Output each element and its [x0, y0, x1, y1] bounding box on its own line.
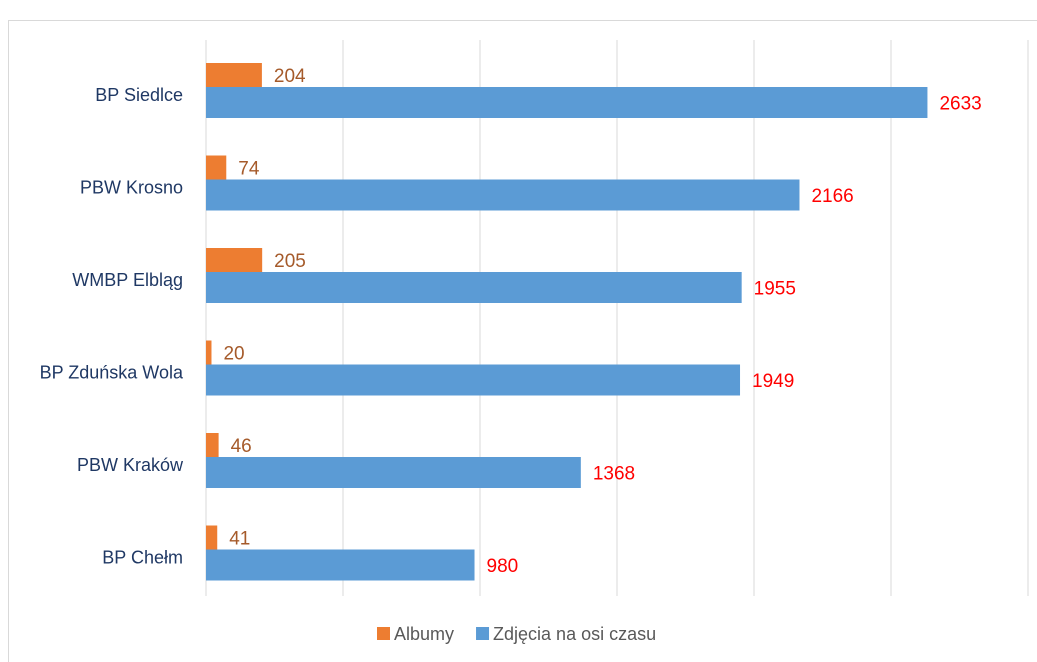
legend-swatch	[377, 627, 390, 640]
data-label: 2633	[939, 94, 981, 115]
category-label: BP Zduńska Wola	[40, 363, 184, 383]
gridlines	[205, 40, 1029, 596]
data-label: 204	[274, 66, 306, 87]
bar	[206, 272, 742, 303]
legend-swatch	[476, 627, 490, 640]
category-label: WMBP Elbląg	[72, 270, 183, 290]
data-label: 46	[231, 436, 252, 457]
data-label: 980	[487, 556, 519, 577]
bar	[206, 179, 800, 211]
bar	[206, 63, 262, 87]
category-label: BP Siedlce	[95, 85, 183, 105]
bar	[206, 364, 741, 396]
data-label: 205	[274, 251, 306, 272]
bar	[206, 525, 218, 550]
category-labels: BP Siedlce PBW Krosno WMBP Elbląg BP Zduńsk…	[40, 85, 184, 568]
bar	[206, 155, 227, 180]
data-label: 20	[223, 344, 244, 365]
data-label: 2166	[811, 186, 853, 207]
bars	[206, 63, 928, 581]
data-label: 1955	[754, 279, 796, 300]
bar	[206, 87, 928, 118]
legend-label: Albumy	[394, 624, 454, 644]
bar	[206, 340, 212, 365]
data-label: 1949	[752, 371, 794, 392]
category-label: PBW Krosno	[80, 178, 183, 198]
data-labels: 204 2633 74 2166 205 1955 20 1949 46 1368 41 980	[223, 66, 981, 577]
bar	[206, 457, 581, 488]
legend-label: Zdjęcia na osi czasu	[493, 624, 656, 644]
data-label: 41	[229, 529, 250, 550]
legend: Albumy Zdjęcia na osi czasu	[377, 624, 656, 644]
category-label: PBW Kraków	[77, 455, 184, 475]
data-label: 1368	[593, 464, 635, 485]
category-label: BP Chełm	[102, 548, 183, 568]
data-label: 74	[238, 159, 260, 180]
bar	[206, 549, 475, 581]
bar	[206, 248, 263, 272]
chart-border	[8, 20, 1037, 662]
bar	[206, 433, 219, 457]
